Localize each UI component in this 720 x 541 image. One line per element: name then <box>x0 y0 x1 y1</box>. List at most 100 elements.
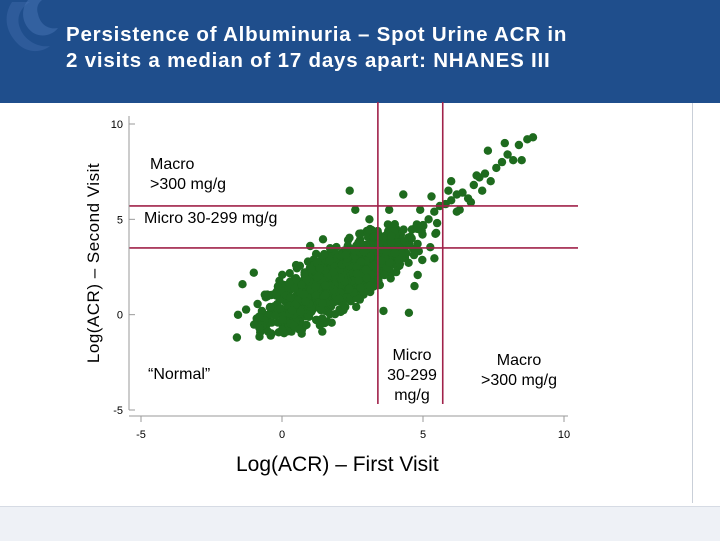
data-point <box>404 258 413 267</box>
logo-icon <box>6 0 58 52</box>
data-point <box>387 231 396 241</box>
data-point <box>272 288 281 298</box>
data-point <box>318 235 328 244</box>
data-point <box>266 331 275 340</box>
data-point <box>390 249 400 258</box>
data-point <box>271 311 280 320</box>
slide-title-line-2: 2 visits a median of 17 days apart: NHAN… <box>66 49 551 72</box>
tick-layer: -5 0 5 10 -5 0 5 10 <box>111 119 570 441</box>
data-point <box>278 270 287 279</box>
x-axis-label: Log(ACR) – First Visit <box>236 453 439 476</box>
data-point <box>413 270 422 280</box>
data-point <box>255 312 264 321</box>
micro-y-region-label: Micro 30-299 mg/g <box>142 209 280 229</box>
data-point <box>418 220 428 230</box>
data-point <box>315 264 325 273</box>
data-point <box>297 280 306 290</box>
data-point <box>381 246 391 256</box>
data-point <box>286 293 295 302</box>
data-point <box>345 186 354 195</box>
macro-y-region-label: Macro >300 mg/g <box>150 155 226 195</box>
annotation-line: Micro 30-299 mg/g <box>144 210 278 227</box>
data-point <box>299 290 309 299</box>
slide-title-line-1: Persistence of Albuminuria – Spot Urine … <box>66 23 568 46</box>
annotation-line: Micro <box>392 347 432 364</box>
data-point <box>296 307 305 316</box>
data-point <box>427 192 436 201</box>
data-point <box>307 265 316 274</box>
data-point <box>356 257 366 266</box>
y-axis-label-wrap: Log(ACR) – Second Visit <box>81 115 107 412</box>
data-point <box>374 233 383 242</box>
data-point <box>249 268 258 277</box>
data-point <box>341 250 350 260</box>
data-point <box>330 310 340 319</box>
data-point <box>273 282 283 291</box>
data-point <box>241 305 251 314</box>
data-point <box>424 215 433 224</box>
data-point <box>509 156 518 165</box>
data-point <box>302 275 311 284</box>
data-point <box>320 290 330 300</box>
data-point <box>253 299 262 309</box>
x-tick-label: -5 <box>136 429 146 441</box>
annotation-line: Macro <box>150 156 195 173</box>
data-point <box>392 238 402 247</box>
right-divider <box>692 103 693 503</box>
data-point <box>341 302 350 312</box>
data-point <box>285 269 294 278</box>
data-point <box>458 188 467 197</box>
y-axis-label: Log(ACR) – Second Visit <box>84 162 103 364</box>
data-point <box>297 329 306 338</box>
data-point <box>356 283 365 292</box>
data-point <box>361 265 371 275</box>
data-point <box>276 304 285 313</box>
data-point <box>278 315 287 324</box>
data-point <box>430 207 439 216</box>
data-point <box>321 281 330 290</box>
data-point <box>379 306 388 316</box>
x-tick-label: 10 <box>558 429 570 441</box>
data-point <box>500 138 509 148</box>
slide-title: Persistence of Albuminuria – Spot Urine … <box>66 22 706 74</box>
data-point <box>362 273 371 283</box>
data-point <box>352 302 361 312</box>
y-tick-label: 10 <box>111 119 123 131</box>
y-tick-label: 0 <box>117 310 123 322</box>
data-point <box>483 146 493 155</box>
data-point <box>385 205 394 214</box>
data-point <box>255 332 264 341</box>
data-point <box>486 177 495 186</box>
data-point <box>416 205 425 214</box>
data-point <box>394 255 403 264</box>
data-point <box>466 198 476 207</box>
threshold-layer <box>129 102 578 404</box>
data-point <box>318 327 327 336</box>
data-point <box>238 280 247 289</box>
data-point <box>404 308 414 317</box>
data-point <box>409 250 419 260</box>
data-point <box>447 177 456 186</box>
data-point <box>335 294 344 303</box>
data-point <box>452 207 461 216</box>
data-point <box>315 321 325 330</box>
data-point <box>371 263 381 272</box>
data-point <box>233 310 243 319</box>
data-point <box>410 281 419 291</box>
annotation-line: >300 mg/g <box>150 176 227 193</box>
data-point <box>345 233 354 242</box>
macro-x-region-label: Macro >300 mg/g <box>466 351 572 391</box>
normal-region-label: “Normal” <box>148 365 210 385</box>
data-point <box>386 238 396 247</box>
data-point <box>311 282 320 292</box>
data-point <box>399 190 408 199</box>
data-point <box>232 333 242 342</box>
data-point <box>352 269 362 278</box>
data-point <box>399 225 408 234</box>
data-point <box>432 218 442 228</box>
axis-layer <box>128 116 568 417</box>
y-tick-label: 5 <box>117 214 123 226</box>
annotation-line: “Normal” <box>148 366 211 383</box>
title-header-band: Persistence of Albuminuria – Spot Urine … <box>0 0 720 103</box>
